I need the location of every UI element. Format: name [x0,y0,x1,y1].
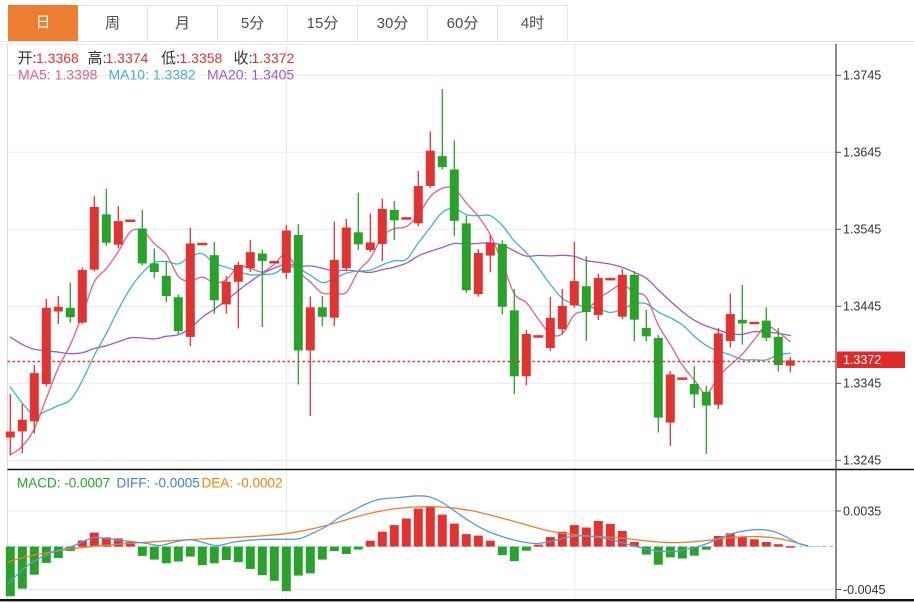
svg-text:1.3372: 1.3372 [843,353,881,367]
svg-text:1.3245: 1.3245 [843,454,881,468]
svg-text:1.3745: 1.3745 [843,69,881,83]
svg-text:1.3445: 1.3445 [843,300,881,314]
svg-text:1.3345: 1.3345 [843,377,881,391]
svg-text:1.3645: 1.3645 [843,146,881,160]
svg-text:1.3545: 1.3545 [843,223,881,237]
svg-text:-0.0045: -0.0045 [843,583,885,597]
svg-text:0.0035: 0.0035 [843,504,881,518]
